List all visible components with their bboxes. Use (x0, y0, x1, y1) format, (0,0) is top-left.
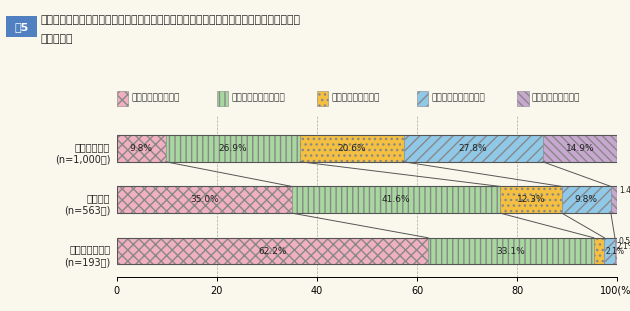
Text: 市民モニター: 市民モニター (75, 142, 110, 152)
Text: 大いに期待している: 大いに期待している (131, 94, 180, 103)
Bar (292, 186, 500, 213)
Text: 民間企業: 民間企業 (87, 193, 110, 203)
Bar (301, 135, 404, 162)
Text: 2.1%: 2.1% (616, 242, 630, 251)
Text: 12.3%: 12.3% (517, 195, 546, 204)
Bar (404, 135, 543, 162)
Bar (611, 186, 618, 213)
Bar (562, 186, 611, 213)
Text: 41.6%: 41.6% (382, 195, 410, 204)
Bar (428, 238, 594, 264)
Bar (500, 186, 562, 213)
Text: あまり期待していない: あまり期待していない (432, 94, 485, 103)
Text: 20.6%: 20.6% (338, 144, 366, 153)
Text: ある程度期待している: ある程度期待している (231, 94, 285, 103)
Bar (615, 238, 617, 264)
Text: (n=193人): (n=193人) (64, 257, 110, 267)
Text: 26.9%: 26.9% (219, 144, 248, 153)
Text: 62.2%: 62.2% (258, 247, 287, 256)
Text: 図5: 図5 (14, 22, 28, 32)
Text: 9.8%: 9.8% (130, 144, 152, 153)
Text: (n=563人): (n=563人) (64, 206, 110, 216)
Text: 有識者モニター: 有識者モニター (69, 244, 110, 255)
Text: 35.0%: 35.0% (190, 195, 219, 204)
Text: (n=1,000人): (n=1,000人) (55, 154, 110, 164)
Bar (117, 135, 166, 162)
Bar (604, 238, 615, 264)
Bar (117, 238, 428, 264)
Bar (543, 135, 617, 162)
Text: どちらとも言えない: どちらとも言えない (331, 94, 380, 103)
Text: 0.5%: 0.5% (619, 237, 630, 246)
Bar (594, 238, 604, 264)
Text: 9.8%: 9.8% (575, 195, 598, 204)
Bar (166, 135, 301, 162)
Text: 14.9%: 14.9% (566, 144, 594, 153)
Text: 2.1%: 2.1% (606, 247, 625, 256)
Text: 全く期待していない: 全く期待していない (532, 94, 580, 103)
Text: 27.8%: 27.8% (459, 144, 488, 153)
Text: 1.4%: 1.4% (619, 186, 630, 195)
Text: ください。: ください。 (41, 34, 74, 44)
Text: あなたが国家公務員の仕事への取組について感じているお気持ちに最も近いものをお選び: あなたが国家公務員の仕事への取組について感じているお気持ちに最も近いものをお選び (41, 15, 301, 25)
Bar (117, 186, 292, 213)
Text: 33.1%: 33.1% (496, 247, 525, 256)
